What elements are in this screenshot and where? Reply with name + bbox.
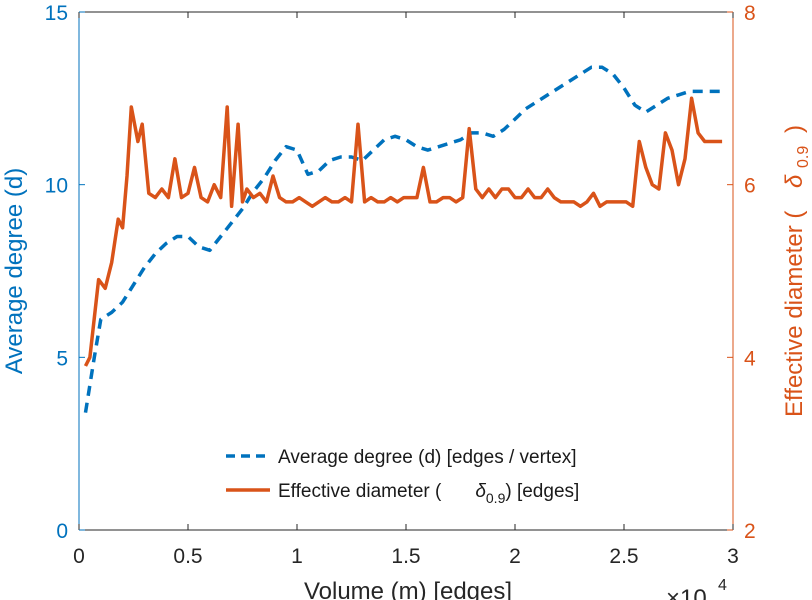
ticks: 0 0.5 1 1.5 2 2.5 3 0 5 10 15 2 4 6 8 xyxy=(45,2,756,568)
legend-diameter-subscript: 0.9 xyxy=(486,490,506,506)
y-right-tick-label: 2 xyxy=(744,520,756,543)
x-axis-exponent-power: 4 xyxy=(718,577,727,594)
x-tick-label: 2 xyxy=(509,545,521,568)
x-tick-label: 0 xyxy=(73,545,85,568)
legend-diameter-text: Effective diameter ( xyxy=(278,481,442,502)
series-effective-diameter-line xyxy=(83,96,723,367)
y-left-axis-label: Average degree (d) xyxy=(1,168,28,374)
y-left-tick-label: 15 xyxy=(45,2,68,25)
series-avg-degree-line xyxy=(83,65,723,413)
y-right-tick-label: 6 xyxy=(744,175,756,198)
y-left-tick-label: 0 xyxy=(56,520,68,543)
legend-label-avg-degree: Average degree (d) [edges / vertex] xyxy=(278,447,577,468)
legend-label-diameter: Effective diameter ( δ0.9) [edges] xyxy=(278,481,579,506)
x-tick-label: 1.5 xyxy=(391,545,420,568)
legend-diameter-symbol: δ xyxy=(475,481,486,502)
y-right-tick-label: 8 xyxy=(744,2,756,25)
x-axis-exponent-base: ×10 xyxy=(666,585,707,600)
x-tick-label: 3 xyxy=(727,545,739,568)
legend-diameter-unit: ) [edges] xyxy=(505,481,579,502)
y-right-label-subscript: 0.9 xyxy=(795,146,812,168)
y-left-tick-label: 10 xyxy=(45,175,68,198)
x-tick-label: 1 xyxy=(291,545,303,568)
plot-lines xyxy=(83,65,723,413)
y-right-tick-label: 4 xyxy=(744,347,756,370)
y-right-label-main: Effective diameter ( xyxy=(781,211,808,417)
x-axis-label: Volume (m) [edges] xyxy=(304,578,512,600)
x-tick-label: 0.5 xyxy=(173,545,202,568)
y-right-label-symbol: δ xyxy=(781,174,808,188)
y-right-axis-label: Effective diameter ( δ 0.9 ) xyxy=(781,125,812,417)
x-tick-label: 2.5 xyxy=(609,545,638,568)
svg-text:Effective diameter ( δ: Effective diameter ( δ 0.9 ) xyxy=(781,125,812,417)
legend: Average degree (d) [edges / vertex] Effe… xyxy=(226,447,579,506)
y-right-label-close: ) xyxy=(781,125,808,133)
y-left-tick-label: 5 xyxy=(56,347,68,370)
